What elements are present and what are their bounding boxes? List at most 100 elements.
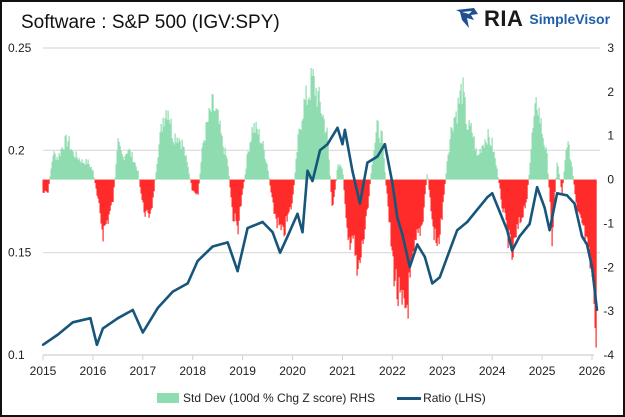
zscore-bar [398,179,400,278]
ratio-point [573,202,576,205]
zscore-bar [568,144,570,180]
zscore-bar [539,123,541,180]
zscore-bar [461,103,463,180]
zscore-bar [267,170,269,180]
zscore-bar [478,154,480,180]
zscore-bar [74,158,76,180]
ratio-point [401,233,404,236]
zscore-bar [469,125,471,180]
ratio-line [42,126,599,347]
zscore-bar [165,110,167,180]
zscore-bar [311,75,313,180]
zscore-bar [76,157,78,180]
x-axis-tick-label: 2026 [579,364,606,378]
zscore-bar [494,158,496,180]
zscore-bar [566,147,568,180]
zscore-bar [90,166,92,180]
zscore-bar [284,179,286,235]
zscore-bar [346,179,348,228]
zscore-bar [183,147,185,180]
zscore-bar [56,156,58,180]
zscore-bar [475,147,477,180]
zscore-bar [276,179,278,229]
zscore-bar [338,166,340,180]
zscore-bar [514,179,516,238]
zscore-bar [445,173,447,180]
zscore-bar [297,134,299,180]
zscore-bar [236,179,238,226]
zscore-bar [504,179,506,213]
ria-simplevisor-logo: RIA SimpleVisor [454,6,610,32]
zscore-bar [286,179,288,222]
zscore-bar [77,160,79,180]
zscore-bar [242,179,244,189]
zscore-bar [591,179,593,277]
zscore-bar [396,179,398,300]
zscore-bar [73,156,75,180]
zscore-bar [84,164,86,180]
zscore-bar [548,179,550,188]
zscore-bar [149,179,151,214]
zscore-bar [124,155,126,180]
ratio-point [236,269,239,273]
zscore-bar [343,179,345,191]
zscore-bar [554,179,556,193]
ratio-point [383,142,387,146]
zscore-bar [238,179,240,221]
zscore-bar [136,170,138,180]
zscore-bar [522,179,524,218]
zscore-bar [306,104,308,180]
zscore-bar [415,179,417,241]
zscore-bar [443,179,445,195]
zscore-bar [251,127,253,180]
zscore-bar [209,109,211,180]
zscore-bar [85,159,87,180]
zscore-bar [245,168,247,180]
ratio-point [366,161,369,164]
zscore-bar [107,179,109,224]
ratio-point [456,228,459,232]
zscore-bar [196,179,198,194]
zscore-bar [300,129,302,180]
zscore-bar [89,167,91,180]
zscore-bar [357,179,359,270]
zscore-bar [174,133,176,180]
zscore-bar [234,179,236,214]
zscore-bar [447,154,449,180]
zscore-bar [529,162,531,180]
zscore-bar [557,166,559,180]
zscore-bar [213,110,215,180]
zscore-bar [523,179,525,206]
zscore-bar [395,179,397,270]
zscore-bar [350,179,352,244]
zscore-bar [330,179,332,192]
zscore-bar [228,175,230,180]
zscore-bar [135,166,137,180]
left-axis-tick-label: 0.2 [8,143,25,157]
zscore-bar [153,179,155,192]
zscore-bar [371,164,373,180]
ratio-point [286,235,289,238]
zscore-bar [515,179,517,238]
zscore-bar [247,151,249,180]
zscore-bar [345,179,347,219]
zscore-bar [359,179,361,264]
zscore-bar [485,142,487,180]
zscore-bar [118,142,120,180]
zscore-bar [287,179,289,215]
zscore-bar [524,179,526,209]
zscore-bar [353,179,355,236]
x-axis-tick-label: 2016 [80,364,107,378]
zscore-bar [432,179,434,227]
zscore-bar [531,132,533,180]
zscore-bar [383,158,385,180]
zscore-bar [337,164,339,180]
zscore-bar [510,179,512,245]
zscore-bar [354,179,356,256]
zscore-bar [502,179,504,213]
zscore-bar [254,132,256,180]
x-axis-tick-label: 2017 [129,364,156,378]
zscore-bar [587,179,589,245]
ratio-point [261,220,264,224]
